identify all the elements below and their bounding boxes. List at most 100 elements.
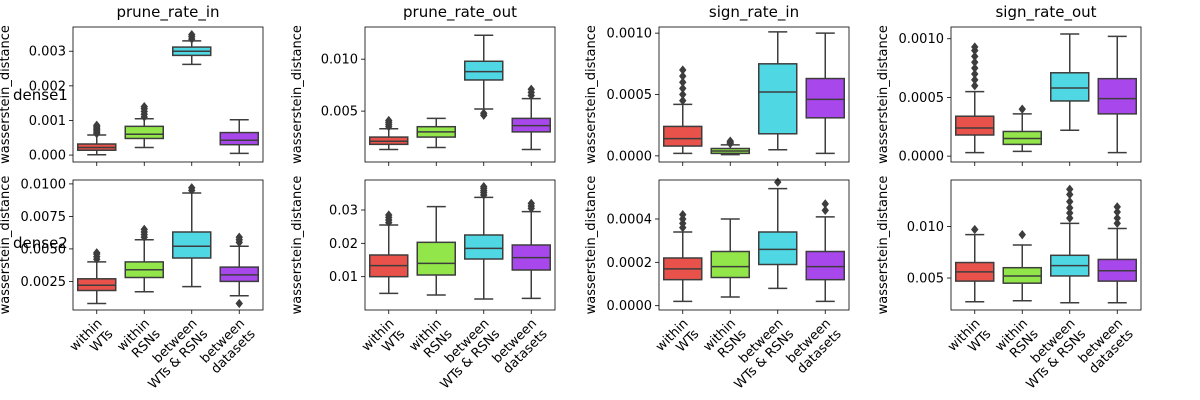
iqr-box	[464, 60, 504, 81]
y-tick-label: 0.0010	[899, 32, 945, 47]
outlier-point	[774, 177, 782, 187]
subplot: 0.01 0.02 0.03 wasserstein_distance withinWT…	[290, 176, 556, 392]
x-tick-label: betweendatasets	[198, 316, 259, 377]
y-tick-label: 0.005	[321, 105, 358, 120]
outlier-point	[188, 29, 196, 40]
box-3	[219, 119, 259, 155]
y-tick-label: 0.010	[321, 53, 358, 68]
box-2	[172, 183, 212, 288]
y-axis-label: wasserstein_distance	[290, 25, 305, 164]
y-tick-label: 0.0000	[607, 149, 653, 164]
outlier-point	[679, 71, 687, 81]
box-1	[124, 224, 164, 293]
plot-frame	[950, 179, 1142, 311]
box-3	[511, 84, 551, 151]
box-2	[1050, 33, 1090, 132]
outlier-point	[235, 232, 243, 242]
y-tick-label: 0.0005	[607, 88, 653, 103]
box-3	[219, 232, 259, 309]
outlier-point	[821, 199, 829, 209]
plot-frame	[658, 26, 850, 163]
y-tick-label: 0.000	[29, 149, 66, 164]
outlier-point	[235, 298, 243, 309]
y-axis-label: wasserstein_distance	[0, 176, 13, 315]
outlier-point	[971, 81, 979, 91]
subplot: 0.0000 0.0005 0.0010 wasserstein_distance	[876, 25, 1142, 166]
outlier-point	[971, 75, 979, 85]
box-2	[1050, 184, 1090, 304]
box-3	[1097, 35, 1137, 154]
outlier-point	[679, 89, 687, 100]
iqr-box	[758, 63, 798, 135]
outlier-point	[385, 210, 393, 220]
iqr-box	[416, 241, 456, 276]
outlier-point	[679, 65, 687, 75]
outlier-point	[1113, 202, 1121, 212]
outlier-point	[1113, 218, 1121, 228]
outlier-point	[1113, 207, 1121, 217]
y-tick-label: 0.01	[329, 270, 358, 285]
x-tick-label: betweendatasets	[490, 316, 551, 377]
y-tick-label: 0.001	[29, 114, 66, 129]
outlier-point	[679, 77, 687, 87]
y-axis-label: wasserstein_distance	[876, 176, 891, 315]
y-axis-label: wasserstein_distance	[584, 176, 599, 315]
box-1	[710, 136, 750, 156]
box-0	[77, 248, 117, 305]
plot-frame	[950, 26, 1142, 163]
y-axis-label: wasserstein_distance	[584, 25, 599, 164]
y-tick-label: 0.0025	[21, 275, 67, 290]
box-0	[663, 65, 703, 155]
outlier-point	[140, 224, 148, 235]
outlier-point	[1018, 230, 1026, 240]
y-axis-label: wasserstein_distance	[290, 176, 305, 315]
box-2	[758, 177, 798, 290]
outlier-point	[971, 69, 979, 79]
box-3	[805, 199, 845, 303]
plot-frame	[364, 179, 556, 311]
x-tick-label: withinWTs	[653, 316, 702, 365]
outlier-point	[385, 115, 393, 126]
iqr-box	[464, 234, 504, 260]
box-3	[1097, 202, 1137, 304]
outlier-point	[480, 182, 488, 192]
x-tick-label: betweendatasets	[784, 316, 845, 377]
x-tick-label: withinWTs	[359, 316, 408, 365]
box-1	[1002, 230, 1042, 302]
box-0	[369, 210, 409, 295]
y-tick-label: 0.0002	[607, 256, 653, 271]
box-2	[464, 34, 504, 120]
iqr-box	[172, 231, 212, 259]
outlier-point	[679, 210, 687, 220]
box-1	[1002, 104, 1042, 153]
x-tick-label: betweendatasets	[1076, 316, 1137, 377]
outlier-point	[93, 248, 101, 258]
x-tick-label: withinWTs	[67, 316, 116, 365]
outlier-point	[527, 84, 535, 94]
column-title: sign_rate_in	[709, 3, 799, 22]
iqr-box	[219, 131, 259, 146]
box-2	[172, 29, 212, 66]
y-tick-label: 0.0075	[21, 210, 67, 225]
box-2	[758, 31, 798, 151]
box-0	[955, 42, 995, 154]
box-0	[369, 115, 409, 151]
plot-frame	[72, 179, 264, 311]
outlier-point	[726, 136, 734, 146]
y-tick-label: 0.0000	[607, 299, 653, 314]
box-3	[805, 32, 845, 155]
outlier-point	[1113, 213, 1121, 223]
x-tick-label: withinWTs	[945, 316, 994, 365]
outlier-point	[971, 63, 979, 73]
outlier-point	[971, 51, 979, 61]
subplot: 0.005 0.010 wasserstein_distance	[290, 25, 556, 166]
y-tick-label: 0.0100	[21, 177, 67, 192]
y-tick-label: 0.002	[29, 79, 66, 94]
box-1	[416, 117, 456, 149]
subplot: 0.000 0.001 0.002 0.003 wasserstein_distance	[0, 25, 264, 166]
plot-frame	[658, 179, 850, 311]
iqr-box	[663, 125, 703, 147]
outlier-point	[188, 183, 196, 193]
outlier-point	[1066, 189, 1074, 200]
